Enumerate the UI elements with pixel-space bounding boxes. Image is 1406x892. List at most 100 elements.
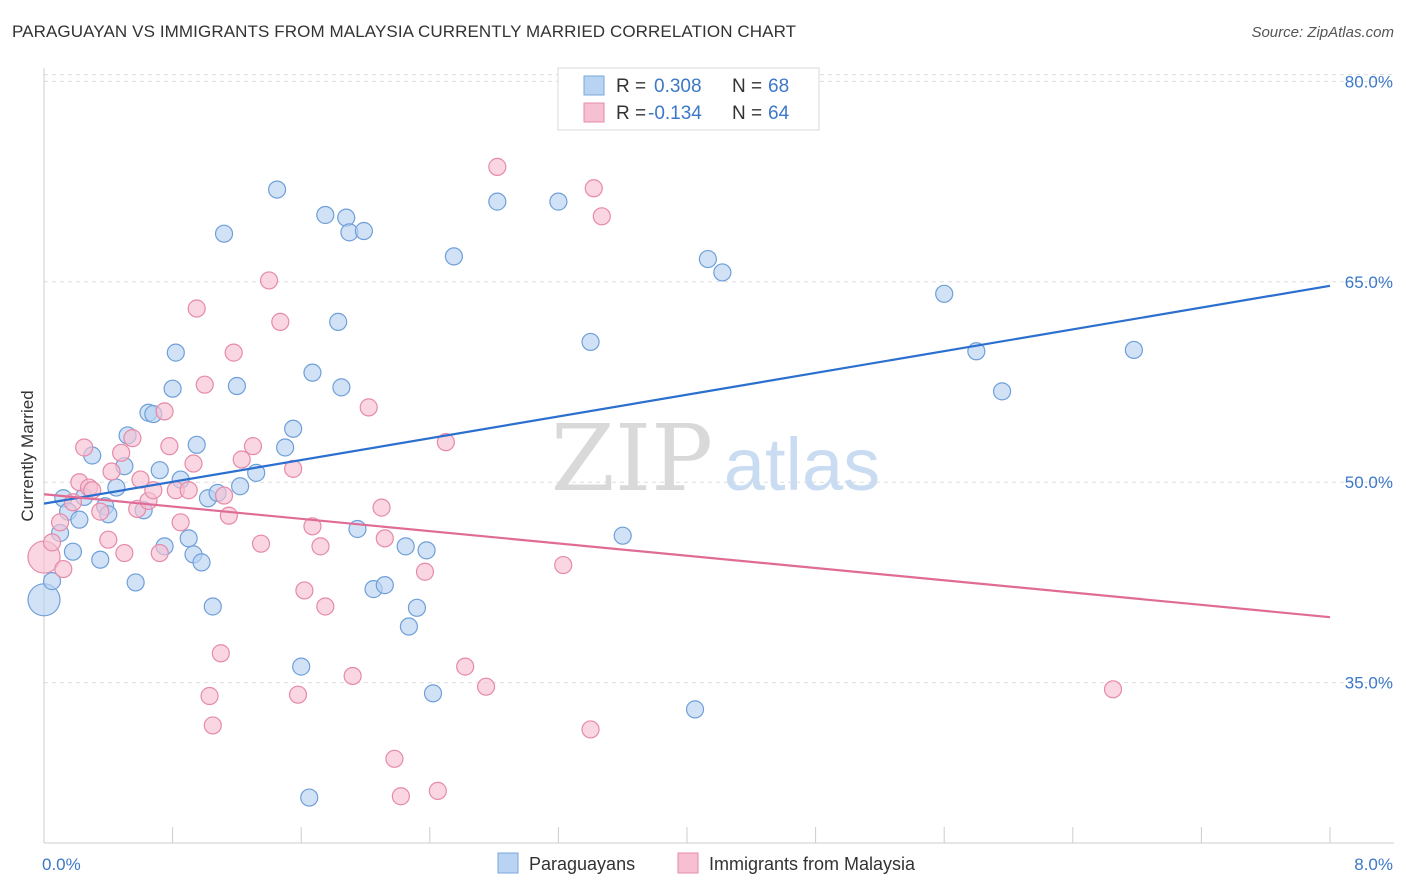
legend-r-value-pink: -0.134 [648,103,702,124]
legend-n-label-pink: N = [732,103,762,124]
malaysia-point-1 [42,533,62,552]
paraguayan-point-51 [399,617,419,636]
malaysia-point-36 [251,534,271,553]
series-paraguayans-points [27,180,1143,807]
malaysia-point-52 [428,781,447,800]
malaysia-point-41 [295,581,314,600]
malaysia-point-48 [375,529,394,548]
paraguayan-point-21 [163,379,182,398]
x-tick-label-0: 0.0% [42,855,81,874]
legend-swatch-pink [583,102,605,123]
paraguayan-point-49 [375,576,394,595]
grid [44,74,1394,684]
malaysia-point-53 [436,433,455,452]
malaysia-point-56 [488,157,507,176]
malaysia-point-3 [54,559,73,579]
watermark-zip: ZIP [551,405,713,512]
paraguayan-point-43 [332,378,351,397]
paraguayan-point-57 [549,192,568,211]
malaysia-point-11 [102,462,121,481]
paraguayan-point-37 [284,419,303,438]
paraguayan-point-40 [303,363,322,382]
malaysia-point-9 [91,502,110,521]
paraguayan-point-55 [444,247,464,266]
watermark: ZIP atlas [551,405,880,512]
malaysia-point-49 [385,749,404,768]
malaysia-point-21 [160,437,179,456]
paraguayan-point-5 [63,542,83,561]
chart-source: Source: ZipAtlas.com [1251,24,1394,41]
paraguayan-point-47 [354,221,373,241]
malaysia-point-6 [75,438,94,457]
bottom-legend-label-paraguayans: Paraguayans [529,854,635,874]
paraguayan-point-62 [713,263,732,282]
y-tick-label-2: 65.0% [1345,273,1393,292]
paraguayan-point-24 [179,529,198,548]
paraguayan-point-53 [417,541,436,560]
malaysia-point-20 [155,402,174,421]
paraguayan-point-42 [329,312,348,331]
malaysia-point-28 [200,686,219,706]
malaysia-point-29 [203,716,222,735]
paraguayan-point-32 [227,376,246,396]
paraguayan-point-66 [1124,340,1143,360]
paraguayan-point-54 [423,684,443,703]
paraguayan-point-60 [685,700,705,719]
legend-r-value-blue: 0.308 [654,76,702,97]
legend-r-label-blue: R = [616,76,646,97]
paraguayan-point-41 [316,205,335,225]
paraguayan-point-44 [337,208,356,227]
malaysia-point-57 [554,555,573,575]
paraguayan-point-12 [107,478,126,497]
malaysia-point-47 [372,498,391,517]
paraguayan-point-36 [276,438,295,457]
malaysia-point-14 [123,429,142,448]
malaysia-point-2 [50,513,70,532]
paraguayan-point-31 [214,224,234,243]
malaysia-point-44 [316,597,335,616]
malaysia-point-33 [224,343,243,362]
paraguayan-point-63 [935,284,954,303]
paraguayan-point-22 [166,343,185,362]
paraguayan-point-35 [267,180,287,199]
bottom-legend-swatch-blue [497,852,519,874]
malaysia-point-46 [359,398,378,417]
malaysia-point-34 [232,450,251,469]
malaysia-point-59 [584,179,603,198]
malaysia-point-25 [184,454,203,473]
malaysia-point-24 [179,481,198,500]
malaysia-point-35 [243,437,263,456]
axes [43,68,1394,844]
x-ticks [172,827,1331,843]
malaysia-point-50 [391,787,410,806]
paraguayan-point-61 [698,249,717,269]
malaysia-point-12 [112,443,131,462]
bottom-legend: Paraguayans Immigrants from Malaysia [497,852,916,874]
paraguayan-point-26 [187,435,206,454]
paraguayan-point-52 [407,598,427,617]
malaysia-point-30 [211,644,230,663]
x-tick-label-1: 8.0% [1354,855,1393,874]
y-tick-label-1: 50.0% [1345,473,1393,492]
malaysia-point-31 [214,486,234,505]
paraguayan-point-9 [91,550,110,569]
paraguayan-point-39 [300,788,319,807]
malaysia-point-55 [476,677,496,696]
malaysia-point-40 [288,685,308,704]
series-malaysia-points [27,157,1123,806]
x-tick-labels: 0.0% 8.0% [42,855,1393,874]
legend-n-value-pink: 64 [768,103,790,124]
legend-n-label-blue: N = [732,76,762,97]
paraguayan-point-29 [203,597,222,616]
malaysia-point-51 [415,562,435,581]
paraguayan-point-38 [292,657,311,676]
legend-swatch-blue [583,75,605,96]
y-tick-label-0: 35.0% [1345,674,1393,693]
paraguayan-point-1 [42,572,62,591]
malaysia-point-45 [343,666,362,686]
y-tick-label-3: 80.0% [1345,72,1393,91]
malaysia-point-13 [115,543,134,563]
paraguayan-point-59 [613,526,632,545]
malaysia-point-27 [195,375,214,394]
